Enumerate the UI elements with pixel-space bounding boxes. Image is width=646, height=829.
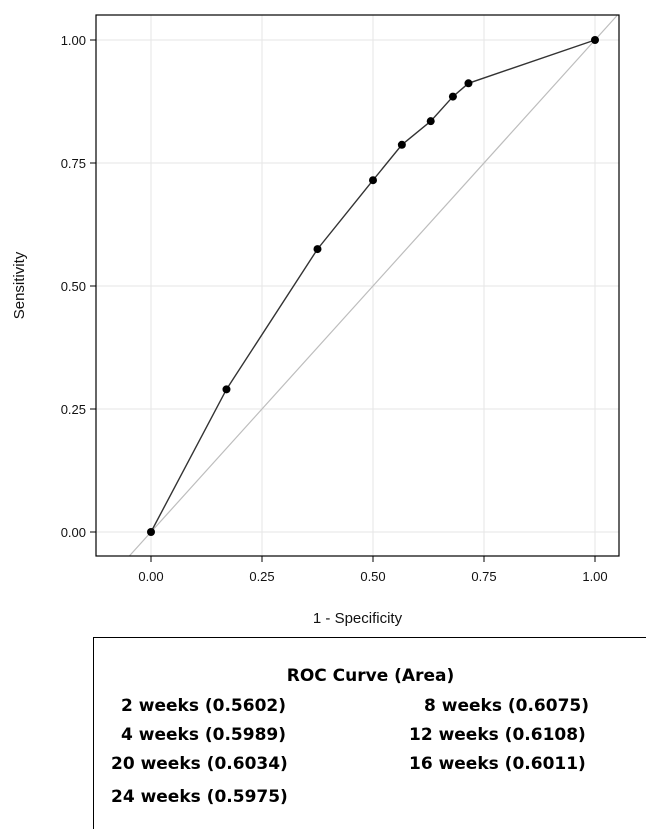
legend-title: ROC Curve (Area) [286,666,455,686]
data-point [313,245,322,254]
roc-chart: 0.00 0.25 0.50 0.75 1.00 0.00 0.25 0.50 0.75 1.00… [11,14,620,627]
data-point [426,117,435,126]
data-point [448,92,457,101]
legend-entry-8-weeks: 8 weeks (0.6075) [424,696,589,716]
x-tick-label: 1.00 [582,569,607,584]
legend: ROC Curve (Area) 2 weeks (0.5602) 8 week… [93,637,646,829]
y-tick-label: 1.00 [61,33,86,48]
data-point [369,176,377,185]
x-tick-label: 0.00 [138,569,163,584]
x-axis-title: 1 - Specificity [313,610,403,627]
x-tick-label: 0.50 [360,569,385,584]
y-tick-label: 0.25 [61,402,86,417]
legend-entry-2-weeks: 2 weeks (0.5602) [121,696,286,716]
x-tick-label: 0.25 [249,569,274,584]
reference-diagonal-line [128,14,618,557]
data-points [147,36,599,536]
y-tick-label: 0.00 [61,525,86,540]
legend-entry-12-weeks: 12 weeks (0.6108) [409,725,586,745]
x-tick-label: 0.75 [471,569,496,584]
y-axis-title: Sensitivity [11,251,28,319]
y-tick-label: 0.50 [61,279,86,294]
data-point [591,36,599,44]
legend-entry-16-weeks: 16 weeks (0.6011) [409,754,586,774]
legend-entry-4-weeks: 4 weeks (0.5989) [121,725,286,745]
axis-ticks: 0.00 0.25 0.50 0.75 1.00 0.00 0.25 0.50 0.75 1.00 [61,33,608,584]
data-point [464,79,473,88]
data-point [147,528,155,536]
gridlines [96,15,619,556]
legend-entry-24-weeks: 24 weeks (0.5975) [111,787,288,807]
legend-entry-20-weeks: 20 weeks (0.6034) [111,754,288,774]
data-point [397,140,406,149]
data-point [222,385,231,394]
y-tick-label: 0.75 [61,156,86,171]
